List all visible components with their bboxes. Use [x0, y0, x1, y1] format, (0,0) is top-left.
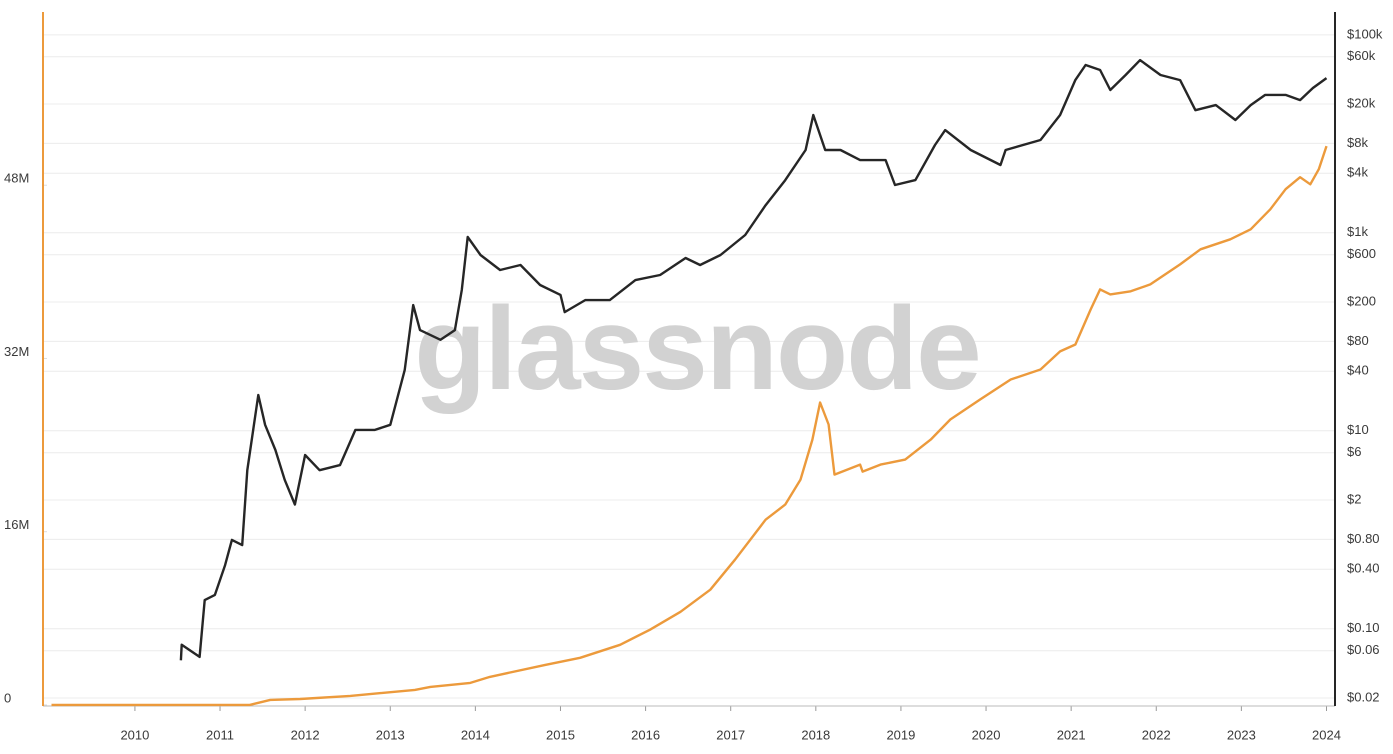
y2-tick-label: $600	[1347, 246, 1376, 261]
y2-tick-label: $100k	[1347, 26, 1383, 41]
x-tick-label: 2024	[1312, 727, 1341, 742]
y2-tick-label: $80	[1347, 333, 1369, 348]
y2-tick-label: $4k	[1347, 165, 1368, 180]
x-tick-label: 2023	[1227, 727, 1256, 742]
series-line	[51, 145, 1328, 707]
x-tick-label: 2010	[120, 727, 149, 742]
y2-tick-label: $200	[1347, 293, 1376, 308]
y2-tick-label: $0.40	[1347, 561, 1380, 576]
x-tick-label: 2019	[886, 727, 915, 742]
x-tick-label: 2016	[631, 727, 660, 742]
x-tick-label: 2011	[206, 727, 234, 742]
y2-tick-label: $0.06	[1347, 642, 1380, 657]
x-tick-label: 2022	[1142, 727, 1171, 742]
y2-tick-label: $0.10	[1347, 620, 1380, 635]
x-tick-label: 2020	[972, 727, 1001, 742]
y2-tick-label: $6	[1347, 444, 1361, 459]
y2-tick-label: $2	[1347, 491, 1361, 506]
y2-tick-label: $20k	[1347, 95, 1376, 110]
watermark: glassnode	[414, 283, 980, 415]
y-tick-label: 16M	[4, 517, 29, 532]
x-tick-label: 2012	[291, 727, 320, 742]
y-tick-label: 32M	[4, 344, 29, 359]
y2-tick-label: $8k	[1347, 135, 1368, 150]
x-tick-label: 2017	[716, 727, 745, 742]
y2-tick-label: $40	[1347, 363, 1369, 378]
y2-tick-label: $1k	[1347, 224, 1368, 239]
x-tick-label: 2014	[461, 727, 490, 742]
x-tick-label: 2021	[1057, 727, 1086, 742]
x-tick-label: 2015	[546, 727, 575, 742]
x-tick-label: 2013	[376, 727, 405, 742]
series-line	[179, 58, 1328, 661]
y2-tick-label: $0.80	[1347, 531, 1380, 546]
x-tick-label: 2018	[801, 727, 830, 742]
y2-tick-label: $0.02	[1347, 689, 1380, 704]
y2-tick-label: $10	[1347, 422, 1369, 437]
y2-tick-label: $60k	[1347, 48, 1376, 63]
y-tick-label: 48M	[4, 171, 29, 186]
y-tick-label: 0	[4, 690, 11, 705]
